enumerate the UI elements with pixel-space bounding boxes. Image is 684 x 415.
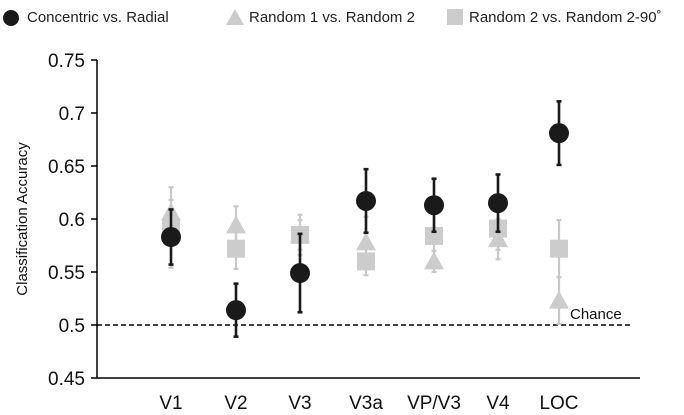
data-point-circle <box>290 263 310 284</box>
data-point-circle <box>424 195 444 216</box>
y-tick-label: 0.6 <box>59 210 85 231</box>
triangle-marker-icon <box>226 9 244 25</box>
x-tick-label-vp-v3: VP/V3 <box>407 393 461 414</box>
x-tick-label-v4: V4 <box>486 393 510 414</box>
y-tick-label: 0.7 <box>59 104 85 125</box>
data-point-circle <box>356 190 376 211</box>
y-tick-label: 0.5 <box>59 316 85 337</box>
legend-label-concentric-radial: Concentric vs. Radial <box>27 9 169 26</box>
y-tick-label: 0.55 <box>48 263 85 284</box>
y-tick-label: 0.65 <box>48 157 85 178</box>
x-tick-label-v3: V3 <box>288 393 311 414</box>
y-tick-label: 0.75 <box>48 51 85 72</box>
x-tick-label-v3a: V3a <box>349 393 383 414</box>
x-tick-label-loc: LOC <box>539 393 578 414</box>
data-point-circle <box>226 300 246 321</box>
legend-label-random2-random2-90: Random 2 vs. Random 2-90˚ <box>469 9 662 26</box>
data-point-circle <box>161 227 181 248</box>
legend-label-random1-random2: Random 1 vs. Random 2 <box>249 9 415 26</box>
data-point-circle <box>488 193 508 214</box>
data-point-triangle <box>424 251 444 270</box>
y-tick-label: 0.45 <box>48 369 85 390</box>
square-marker-icon <box>447 9 463 25</box>
data-point-square <box>227 239 245 258</box>
data-point-circle <box>549 123 569 144</box>
chance-label: Chance <box>570 306 622 323</box>
y-axis-label: Classification Accuracy <box>14 142 31 296</box>
x-tick-label-v2: V2 <box>224 393 247 414</box>
data-point-square <box>550 239 568 258</box>
data-point-triangle <box>488 229 508 248</box>
data-point-triangle <box>549 290 569 309</box>
data-point-square <box>425 226 443 245</box>
data-point-square <box>357 252 375 271</box>
circle-marker-icon <box>3 10 19 26</box>
chart-legend: Concentric vs. Radial Random 1 vs. Rando… <box>0 0 684 40</box>
data-point-triangle <box>356 232 376 251</box>
data-point-triangle <box>226 215 246 234</box>
x-tick-label-v1: V1 <box>159 393 182 414</box>
